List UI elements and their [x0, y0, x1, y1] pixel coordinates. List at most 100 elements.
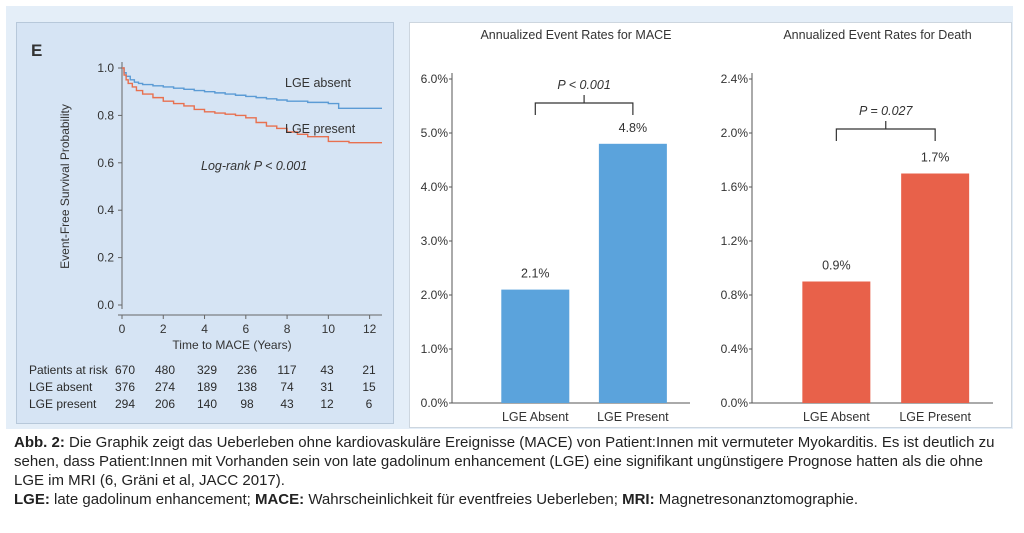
- mace-data-label: 2.1%: [521, 267, 550, 281]
- mace-y-tick-label: 3.0%: [421, 234, 449, 248]
- risk-cell: 74: [280, 380, 294, 394]
- risk-row: Patients at risk 670 480 329 236 117 43 21: [29, 363, 399, 380]
- death-y-tick-label: 2.0%: [721, 126, 749, 140]
- logrank-annotation: Log-rank P < 0.001: [201, 159, 307, 173]
- mace-category-label: LGE Present: [597, 410, 669, 424]
- risk-cell: 480: [154, 363, 176, 377]
- y-axis-title: Event-Free Survival Probability: [58, 104, 72, 269]
- x-tick-label: 2: [160, 322, 167, 336]
- km-panel: E 0.0 0.2 0.4 0.6 0.8 1.0 0 2 4 6 8 10 12 Time to MACE…: [16, 22, 394, 424]
- death-category-label: LGE Absent: [803, 410, 870, 424]
- risk-cell: 189: [196, 380, 218, 394]
- mace-y-tick-label: 1.0%: [421, 342, 449, 356]
- series-label-absent: LGE absent: [285, 76, 352, 90]
- death-title: Annualized Event Rates for Death: [783, 28, 971, 42]
- mace-bar: [501, 289, 570, 403]
- risk-cell: 6: [365, 397, 373, 411]
- risk-cell: 15: [362, 380, 376, 394]
- mace-y-tick-label: 2.0%: [421, 288, 449, 302]
- km-curve-present: [122, 67, 382, 144]
- caption-fig-text: Die Graphik zeigt das Ueberleben ohne ka…: [14, 434, 995, 489]
- death-panel: Annualized Event Rates for Death 0.0% 0.4%…: [710, 23, 1013, 429]
- mace-significance-bracket: [534, 102, 634, 115]
- figure-frame: E 0.0 0.2 0.4 0.6 0.8 1.0 0 2 4 6 8 10 12 Time to MACE…: [6, 6, 1013, 429]
- death-y-tick-label: 0.0%: [721, 396, 749, 410]
- figure-caption: Abb. 2: Die Graphik zeigt das Ueberleben…: [14, 433, 1014, 509]
- mace-y-tick-label: 5.0%: [421, 126, 449, 140]
- death-y-tick-label: 0.4%: [721, 342, 749, 356]
- mace-y-tick-label: 4.0%: [421, 180, 449, 194]
- risk-cell: 117: [277, 363, 297, 377]
- risk-cell: 294: [114, 397, 136, 411]
- mace-significance-label: P < 0.001: [557, 78, 610, 92]
- risk-cell: 43: [280, 397, 294, 411]
- death-significance-bracket: [835, 128, 936, 141]
- death-y-tick-label: 1.2%: [721, 234, 749, 248]
- mace-category-label: LGE Absent: [502, 410, 569, 424]
- risk-row-label: LGE present: [29, 397, 97, 411]
- death-bar-chart: Annualized Event Rates for Death 0.0% 0.4%…: [721, 28, 993, 424]
- panel-letter: E: [31, 41, 42, 60]
- abbr-lge-term: LGE:: [14, 491, 50, 508]
- x-tick-label: 12: [363, 322, 377, 336]
- risk-cell: 329: [196, 363, 218, 377]
- risk-cell: 138: [236, 380, 258, 394]
- risk-cell: 21: [362, 363, 376, 377]
- x-tick-label: 4: [201, 322, 208, 336]
- mace-data-label: 4.8%: [619, 121, 648, 135]
- death-category-label: LGE Present: [899, 410, 971, 424]
- caption-abbreviations: LGE: late gadolinum enhancement; MACE: W…: [14, 490, 1014, 509]
- risk-row-label: Patients at risk: [29, 363, 108, 377]
- risk-cell: 236: [236, 363, 258, 377]
- risk-row-label: LGE absent: [29, 380, 93, 394]
- y-tick-label: 0.2: [97, 251, 114, 265]
- risk-row: LGE absent 376 274 189 138 74 31 15: [29, 380, 399, 397]
- caption-fig-label: Abb. 2:: [14, 434, 65, 451]
- x-tick-label: 8: [284, 322, 291, 336]
- risk-row: LGE present 294 206 140 98 43 12 6: [29, 397, 399, 414]
- mace-title: Annualized Event Rates for MACE: [480, 28, 671, 42]
- risk-cell: 12: [320, 397, 334, 411]
- mace-y-tick-label: 6.0%: [421, 72, 449, 86]
- death-significance-label: P = 0.027: [859, 104, 913, 118]
- risk-cell: 376: [114, 380, 136, 394]
- death-y-tick-label: 1.6%: [721, 180, 749, 194]
- risk-cell: 274: [154, 380, 176, 394]
- death-data-label: 1.7%: [921, 151, 950, 165]
- x-tick-label: 0: [119, 322, 126, 336]
- mace-bar-chart: Annualized Event Rates for MACE 0.0% 1.0% 2…: [421, 28, 690, 424]
- risk-cell: 140: [196, 397, 218, 411]
- abbr-mace-term: MACE:: [254, 491, 305, 508]
- risk-cell: 670: [114, 363, 136, 377]
- caption-paragraph: Abb. 2: Die Graphik zeigt das Ueberleben…: [14, 433, 1014, 490]
- km-chart: E 0.0 0.2 0.4 0.6 0.8 1.0 0 2 4 6 8 10 12 Time to MACE…: [31, 41, 382, 352]
- risk-cell: 98: [240, 397, 254, 411]
- x-tick-label: 6: [242, 322, 249, 336]
- mace-panel: Annualized Event Rates for MACE 0.0% 1.0% 2…: [410, 23, 710, 429]
- death-bar: [901, 173, 970, 403]
- mace-y-tick-label: 0.0%: [421, 396, 449, 410]
- x-tick-label: 10: [322, 322, 336, 336]
- y-tick-label: 0.4: [97, 203, 114, 217]
- km-curve-absent: [122, 67, 382, 109]
- abbr-lge-text: late gadolinum enhancement;: [49, 491, 255, 508]
- risk-cell: 43: [320, 363, 334, 377]
- death-y-tick-label: 2.4%: [721, 72, 749, 86]
- abbr-mri-term: MRI:: [622, 491, 655, 508]
- y-tick-label: 0.8: [97, 108, 114, 122]
- risk-cell: 206: [154, 397, 176, 411]
- death-bar: [802, 281, 871, 403]
- bar-panels: Annualized Event Rates for MACE 0.0% 1.0% 2…: [409, 22, 1012, 428]
- y-tick-label: 0.0: [97, 298, 114, 312]
- y-tick-label: 1.0: [97, 61, 114, 75]
- y-tick-label: 0.6: [97, 156, 114, 170]
- mace-bar: [598, 143, 667, 404]
- x-axis-title: Time to MACE (Years): [172, 338, 291, 352]
- risk-cell: 31: [320, 380, 334, 394]
- series-label-present: LGE present: [285, 122, 356, 136]
- death-data-label: 0.9%: [822, 259, 851, 273]
- death-y-tick-label: 0.8%: [721, 288, 749, 302]
- risk-table: Patients at risk 670 480 329 236 117 43 21 LGE a…: [29, 363, 399, 414]
- abbr-mace-text: Wahrscheinlichkeit für eventfreies Ueber…: [304, 491, 623, 508]
- abbr-mri-text: Magnetresonanztomographie.: [654, 491, 859, 508]
